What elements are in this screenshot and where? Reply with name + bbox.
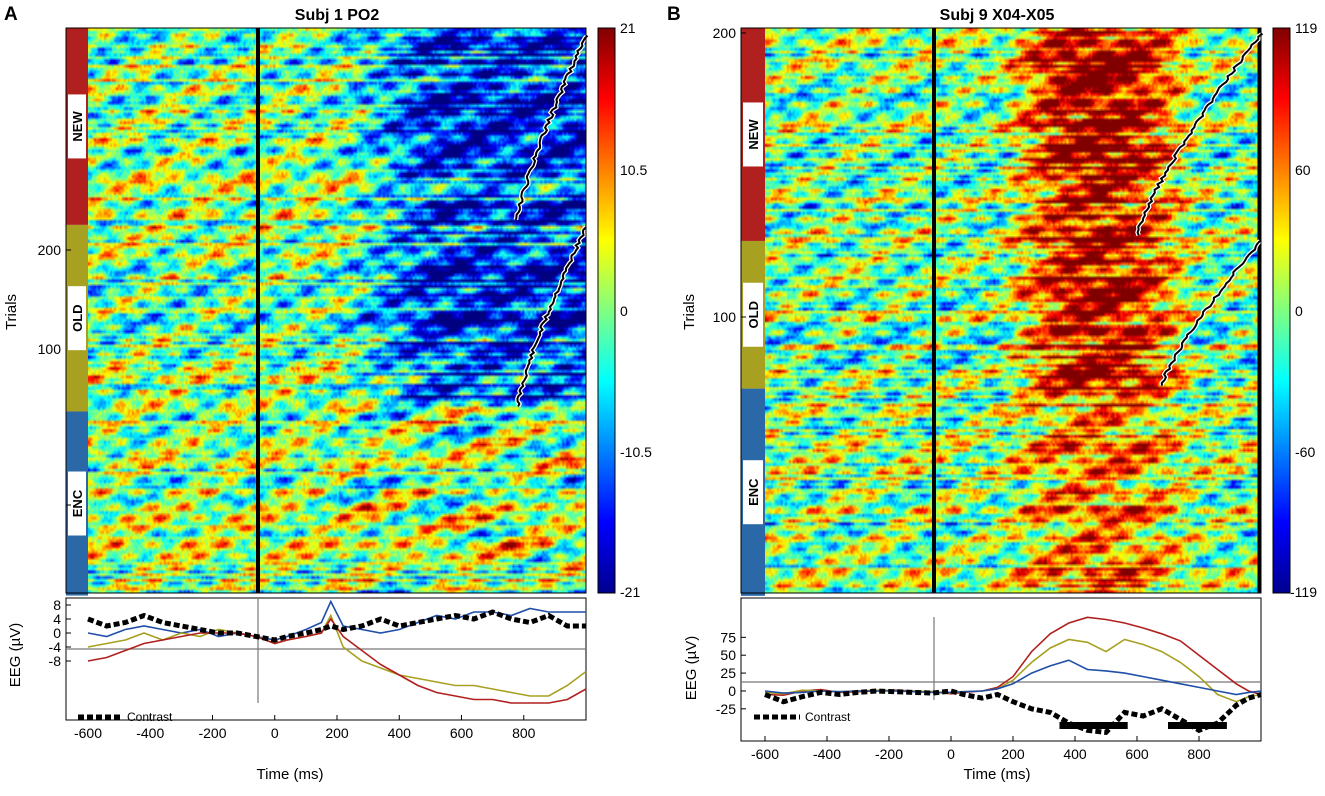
panel-b-ytick-label-100: 100 <box>713 309 737 325</box>
panel-a-condition-label-new: NEW <box>70 111 85 142</box>
panel-b-erp-ytick-label-3: 0 <box>728 683 736 699</box>
panel-b-condition-label-box-old <box>743 282 763 347</box>
panel-a-heatmap-frame <box>65 27 587 594</box>
panel-a-xlabel: Time (ms) <box>257 766 324 783</box>
panel-a-erp-xtick-label-1: -400 <box>136 725 164 741</box>
panel-b-erp-xtick-label-4: 200 <box>1001 746 1025 762</box>
panel-b-xlabel: Time (ms) <box>964 766 1031 783</box>
panel-b-erp-ytick-label-2: 25 <box>720 665 736 681</box>
panel-b-erp-ytick-label-0: 75 <box>720 629 736 645</box>
panel-b-erp-xtick-label-0: -600 <box>751 746 779 762</box>
panel-b-erp-plot: EEG (µV) Time (ms) Contrast 75 50 25 0 -25 -6… <box>683 597 1262 783</box>
panel-b-condition-label-box-new <box>743 102 763 167</box>
panel-b-rt-curve-new-core <box>1136 32 1264 236</box>
panel-a-erp-xtick-label-0: -600 <box>74 725 102 741</box>
panel-a-erp-series-contrast <box>87 609 586 643</box>
panel-b-colorbar-gradient <box>1272 27 1291 594</box>
panel-a-erp-xtick-label-5: 400 <box>388 725 412 741</box>
panel-a-erp-ytick-label-2: 0 <box>53 625 61 641</box>
panel-a-condition-label-enc: ENC <box>70 489 85 517</box>
panel-a-erp-series-enc <box>87 617 587 704</box>
panel-b-condition-label-new: NEW <box>746 119 761 150</box>
panel-b-condition-label-enc: ENC <box>746 478 761 506</box>
panel-b-colorbar: 119 60 0 -60 -119 <box>1272 20 1318 600</box>
panel-a-erp-xtick-label-2: -200 <box>198 725 226 741</box>
panel-b-erp-significance-bar-1 <box>1168 722 1227 729</box>
panel-b-erp-ytick-label-4: -25 <box>716 701 736 717</box>
panel-a-colorbar-max: 21 <box>620 20 636 36</box>
panel-a-colorbar-min: -21 <box>620 584 640 600</box>
panel-b-colorbar-zero: 0 <box>1295 303 1303 319</box>
panel-a-ytick-label-100: 100 <box>38 341 62 357</box>
panel-b-erp-ylabel: EEG (µV) <box>683 636 700 700</box>
panel-b-erp-xtick-label-7: 800 <box>1187 746 1211 762</box>
panel-a-rt-curve-new-core <box>515 34 589 220</box>
panel-a-erp-xtick-label-6: 600 <box>450 725 474 741</box>
panel-a-title: Subj 1 PO2 <box>295 7 380 24</box>
panel-a-heatmap: ENC OLD NEW 200 100 Trials <box>3 27 590 596</box>
panel-a-ytick-label-200: 200 <box>38 242 62 258</box>
panel-b-erp-significance-bar-0 <box>1059 722 1128 729</box>
panel-b-erp-ytick-label-1: 50 <box>720 647 736 663</box>
panel-b-letter: B <box>667 4 681 25</box>
panel-b-title: Subj 9 X04-X05 <box>940 7 1055 24</box>
panel-b-heatmap: ENC OLD NEW 200 100 Trials <box>681 25 1264 596</box>
panel-b-erp-xtick-label-3: 0 <box>947 746 955 762</box>
panel-b-erp-series-contrast <box>764 688 1262 736</box>
panel-b-ylabel: Trials <box>681 294 698 330</box>
panel-a-erp-ytick-label-4: -8 <box>49 653 62 669</box>
panel-a-erp-plot: EEG (µV) Time (ms) Contrast 840-4-8-600-… <box>7 597 587 783</box>
panel-b-colorbar-max: 119 <box>1295 20 1318 36</box>
panel-b-legend-label: Contrast <box>805 710 851 724</box>
panel-a-erp-frame <box>65 597 587 721</box>
panel-a-erp-ytick-label-0: 8 <box>53 597 61 613</box>
panel-a-colorbar-midlow: -10.5 <box>620 444 652 460</box>
panel-a-rt-curve-old-core <box>516 226 587 407</box>
panel-b-erp-xtick-label-6: 600 <box>1125 746 1149 762</box>
panel-b-erp-series-enc <box>764 659 1262 696</box>
panel-b-colorbar-midlow: -60 <box>1295 444 1315 460</box>
panel-a-condition-label-box-new <box>68 94 86 159</box>
panel-b-heatmap-frame <box>740 27 1262 594</box>
panel-a-letter: A <box>4 4 18 25</box>
panel-a-erp-xtick-label-4: 200 <box>325 725 349 741</box>
panel-b-erp-xtick-label-2: -200 <box>875 746 903 762</box>
panel-b-heatmap-image <box>765 28 1261 593</box>
panel-a-heatmap-image <box>88 28 586 593</box>
panel-a-colorbar: 21 10.5 0 -10.5 -21 <box>597 20 652 600</box>
panel-a-erp-xtick-label-7: 800 <box>512 725 536 741</box>
panel-a-erp-series-old <box>87 613 587 697</box>
panel-a-condition-label-box-old <box>68 286 86 351</box>
panel-a-erp-ytick-label-3: -4 <box>49 639 62 655</box>
panel-a-colorbar-midhigh: 10.5 <box>620 162 647 178</box>
panel-a-condition-label-box-enc <box>68 471 86 536</box>
panel-b-condition-label-box-enc <box>743 460 763 525</box>
panel-a-condition-label-old: OLD <box>70 304 85 331</box>
panel-b-erp-xtick-label-1: -400 <box>813 746 841 762</box>
panel-a-erp-xtick-label-3: 0 <box>271 725 279 741</box>
panel-b-condition-label-old: OLD <box>746 301 761 328</box>
panel-a-erp-ylabel: EEG (µV) <box>7 623 24 687</box>
panel-a-ylabel: Trials <box>3 294 20 330</box>
panel-b-ytick-label-200: 200 <box>713 25 737 41</box>
panel-a-erp-ytick-label-1: 4 <box>53 611 61 627</box>
panel-a-colorbar-zero: 0 <box>620 303 628 319</box>
panel-b-erp-xtick-label-5: 400 <box>1063 746 1087 762</box>
panel-a-colorbar-gradient <box>597 27 616 594</box>
panel-b-colorbar-midhigh: 60 <box>1295 162 1311 178</box>
panel-b-rt-curve-old-core <box>1160 240 1261 386</box>
panel-b-colorbar-min: -119 <box>1290 584 1317 600</box>
